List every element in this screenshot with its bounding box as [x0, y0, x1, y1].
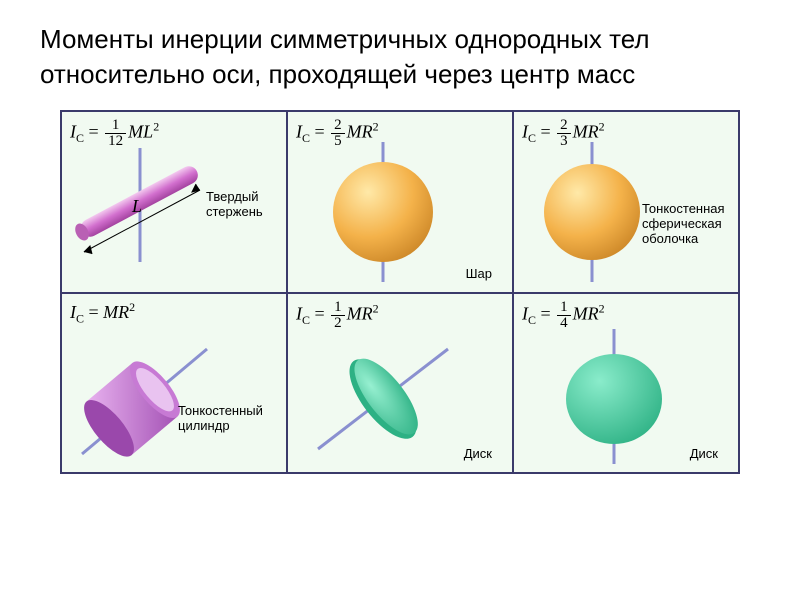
label-thin-cylinder: Тонкостенный цилиндр — [178, 404, 278, 434]
cylinder-shape — [62, 294, 286, 472]
length-symbol: L — [131, 196, 142, 216]
cell-solid-sphere: IC = 25MR2 Шар — [286, 112, 512, 292]
label-spherical-shell: Тонкостенная сферическая оболочка — [642, 202, 732, 247]
cell-thin-cylinder: IC = MR2 — [62, 294, 286, 472]
table-row: IC = 112ML2 — [62, 112, 738, 292]
label-disc-perp: Диск — [464, 447, 492, 462]
sphere-shape — [288, 112, 512, 292]
label-disc-diameter: Диск — [690, 447, 718, 462]
page-title: Моменты инерции симметричных однородных … — [0, 0, 800, 110]
cell-spherical-shell: IC = 23MR2 Тонкостенная сферическая обол… — [512, 112, 738, 292]
cell-disc-diameter: IC = 14MR2 Диск — [512, 294, 738, 472]
inertia-table: IC = 112ML2 — [60, 110, 740, 474]
label-solid-sphere: Шар — [466, 267, 492, 282]
cell-rod: IC = 112ML2 — [62, 112, 286, 292]
label-rod: Твердый стержень — [206, 190, 276, 220]
table-row: IC = MR2 — [62, 292, 738, 472]
cell-disc-perp: IC = 12MR2 Диск — [286, 294, 512, 472]
